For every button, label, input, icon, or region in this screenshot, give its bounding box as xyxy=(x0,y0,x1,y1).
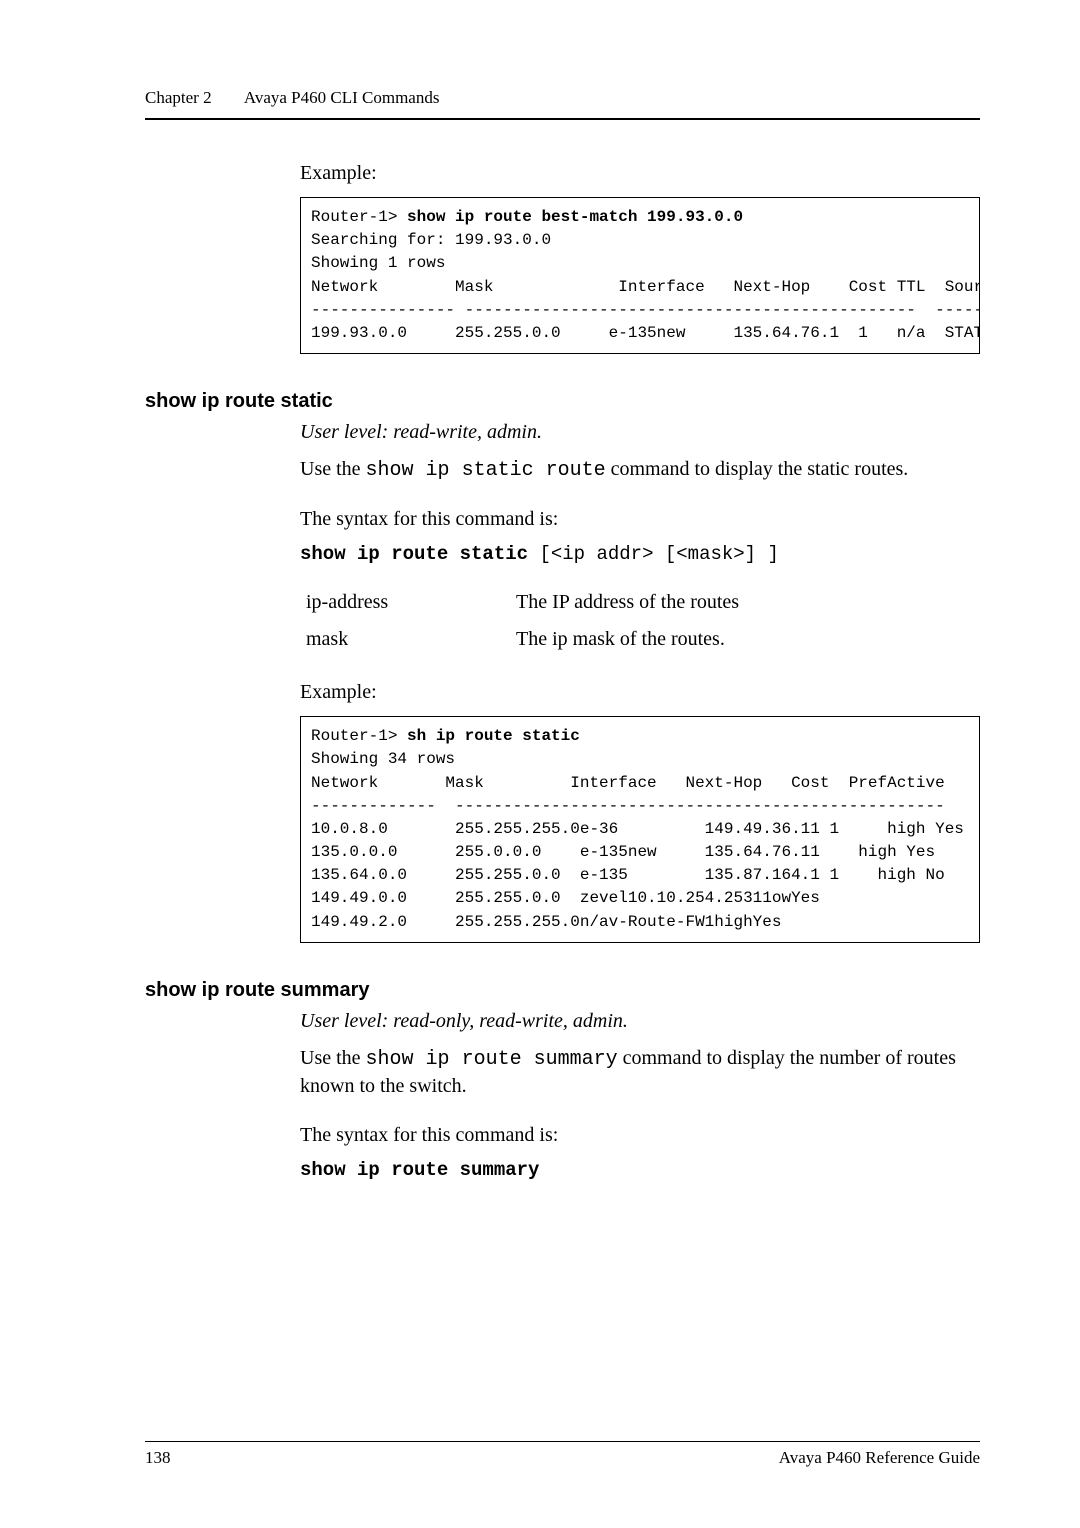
sec1-body: Example: Router-1> show ip route best-ma… xyxy=(300,160,980,354)
param-table: ip-address The IP address of the routes … xyxy=(306,591,980,651)
param-val: The ip mask of the routes. xyxy=(516,628,980,651)
syntax-bold: show ip route summary xyxy=(300,1159,539,1181)
usage-post: command to display the static routes. xyxy=(606,458,909,480)
param-key: mask xyxy=(306,628,516,651)
doc-title: Avaya P460 Reference Guide xyxy=(779,1448,980,1468)
heading-show-ip-route-static: show ip route static xyxy=(145,390,980,413)
usage-command: show ip static route xyxy=(366,459,606,482)
code-block-static: Router-1> sh ip route static Showing 34 … xyxy=(300,716,980,943)
example-label: Example: xyxy=(300,160,980,187)
usage-pre: Use the xyxy=(300,458,366,480)
chapter-title: Avaya P460 CLI Commands xyxy=(244,88,440,108)
chapter-label: Chapter 2 xyxy=(145,88,212,108)
page-footer: 138 Avaya P460 Reference Guide xyxy=(145,1441,980,1468)
usage-command: show ip route summary xyxy=(366,1048,618,1071)
sec3-body: User level: read-only, read-write, admin… xyxy=(300,1008,980,1181)
param-row: ip-address The IP address of the routes xyxy=(306,591,980,614)
param-val: The IP address of the routes xyxy=(516,591,980,614)
page-number: 138 xyxy=(145,1448,171,1468)
usage-line: Use the show ip route summary command to… xyxy=(300,1045,980,1100)
user-level-line: User level: read-write, admin. xyxy=(300,419,980,446)
example-label: Example: xyxy=(300,679,980,706)
usage-pre: Use the xyxy=(300,1047,366,1069)
syntax-bold: show ip route static xyxy=(300,543,528,565)
sec2-body: User level: read-write, admin. Use the s… xyxy=(300,419,980,943)
running-header: Chapter 2 Avaya P460 CLI Commands xyxy=(145,88,980,120)
param-row: mask The ip mask of the routes. xyxy=(306,628,980,651)
syntax-intro: The syntax for this command is: xyxy=(300,506,980,533)
page-root: Chapter 2 Avaya P460 CLI Commands Exampl… xyxy=(0,0,1080,1528)
user-level-line: User level: read-only, read-write, admin… xyxy=(300,1008,980,1035)
code-block-bestmatch: Router-1> show ip route best-match 199.9… xyxy=(300,197,980,354)
syntax-line: show ip route summary xyxy=(300,1159,980,1181)
param-key: ip-address xyxy=(306,591,516,614)
syntax-intro: The syntax for this command is: xyxy=(300,1122,980,1149)
heading-show-ip-route-summary: show ip route summary xyxy=(145,979,980,1002)
usage-line: Use the show ip static route command to … xyxy=(300,456,980,484)
syntax-rest: [<ip addr> [<mask>] ] xyxy=(528,543,779,565)
syntax-line: show ip route static [<ip addr> [<mask>]… xyxy=(300,543,980,565)
